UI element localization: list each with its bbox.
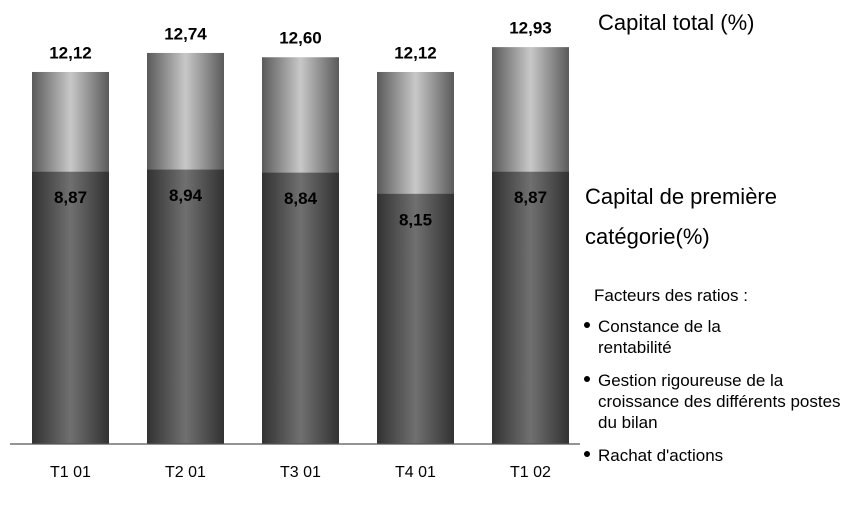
x-tick-label: T3 01 (280, 464, 321, 481)
note-item: Gestion rigoureuse de la croissance des … (582, 370, 848, 433)
note-item: Rachat d'actions (582, 445, 862, 466)
notes-list: Constance de la rentabilité Gestion rigou… (582, 316, 862, 466)
series-label: Capital total (%) (598, 10, 755, 35)
series-label: Capital de première catégorie(%) (585, 184, 777, 249)
value-label: 12,60 (279, 29, 322, 48)
notes: Facteurs des ratios : Constance de la re… (582, 286, 862, 478)
value-label: 12,74 (164, 24, 207, 43)
value-label: 8,84 (284, 189, 318, 208)
value-label: 8,15 (399, 210, 432, 229)
x-tick-label: T1 02 (510, 464, 551, 481)
x-tick-label: T1 01 (50, 464, 91, 481)
value-label: 8,94 (169, 186, 203, 205)
bar (32, 171, 109, 444)
chart: T1 01 12,12 8,87 T2 01 12,74 8,94 T3 01 12,60 8,… (10, 19, 580, 481)
bar (377, 193, 454, 444)
value-label: 12,93 (509, 19, 552, 38)
value-label: 8,87 (54, 188, 87, 207)
note-item: Constance de la rentabilité (582, 316, 758, 358)
value-label: 12,12 (49, 43, 92, 62)
x-tick-label: T4 01 (395, 464, 436, 481)
bar (262, 172, 339, 444)
value-label: 8,87 (514, 188, 547, 207)
x-tick-label: T2 01 (165, 464, 206, 481)
bar (492, 171, 569, 444)
notes-title: Facteurs des ratios : (594, 286, 749, 305)
bar (147, 169, 224, 444)
value-label: 12,12 (394, 43, 437, 62)
